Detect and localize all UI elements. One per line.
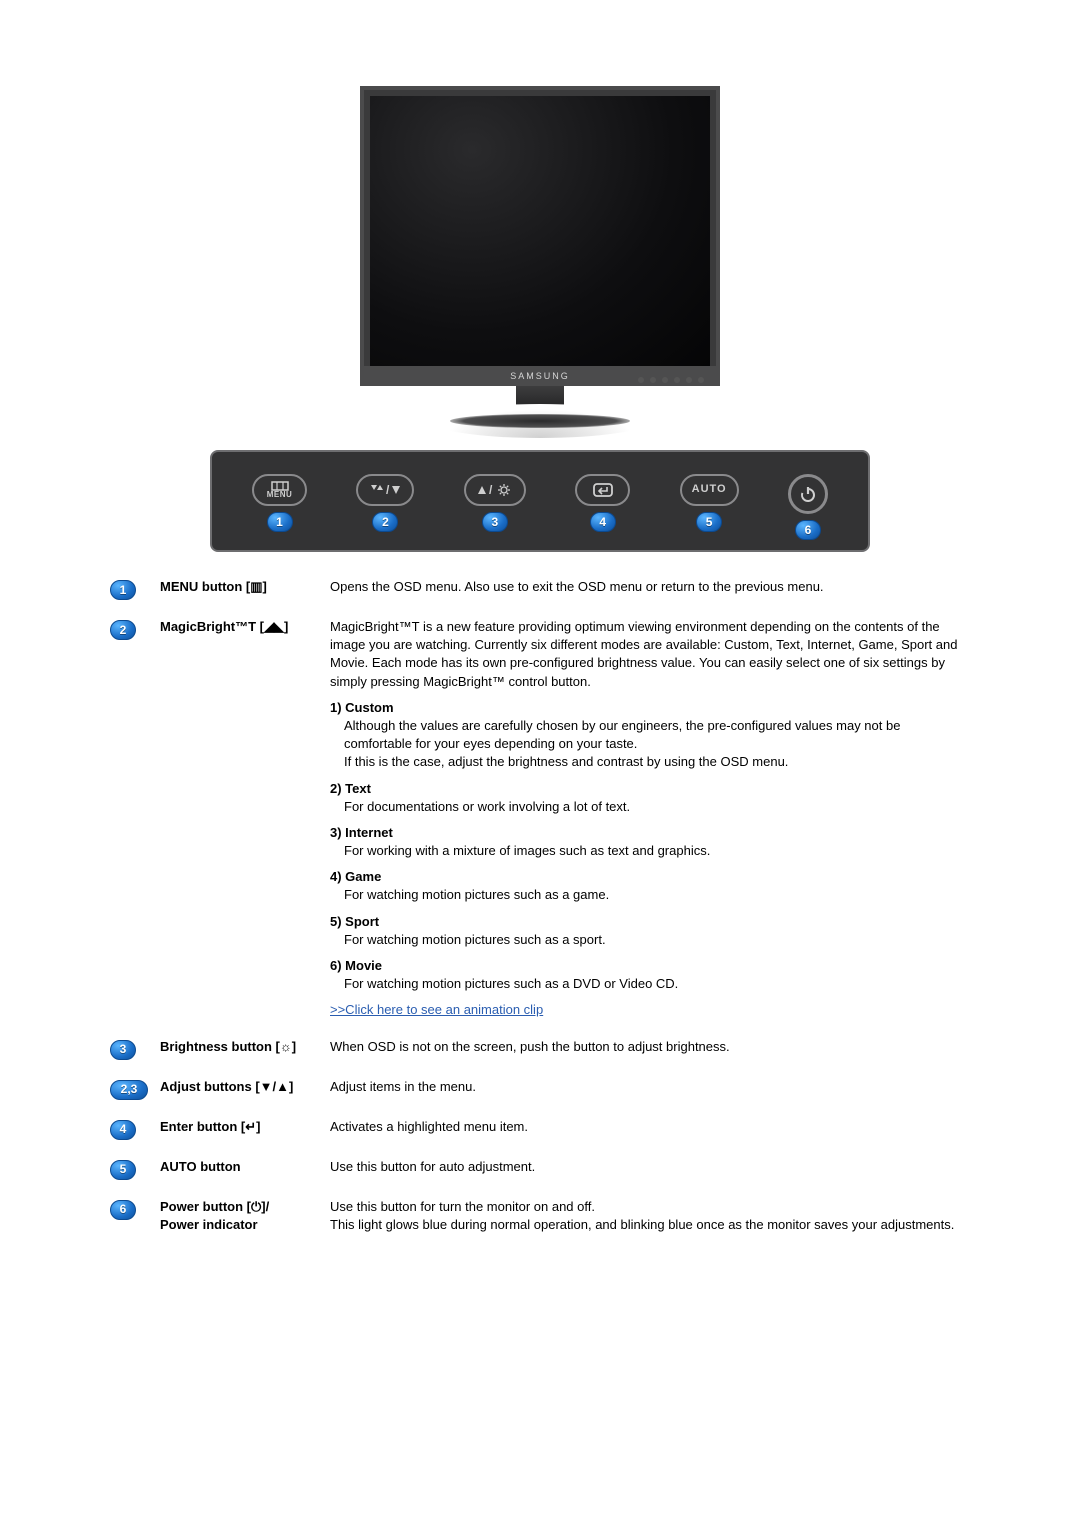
strip-button-menu: MENU 1 [252, 474, 307, 532]
menu-pill: MENU [252, 474, 307, 506]
row-name: Enter button [↵] [160, 1118, 330, 1140]
mode-desc: For watching motion pictures such as a g… [330, 886, 970, 904]
row-desc-text: Adjust items in the menu. [330, 1078, 970, 1096]
strip-badge-1: 1 [267, 512, 293, 532]
row-desc: Opens the OSD menu. Also use to exit the… [330, 578, 970, 600]
row-badge-number: 3 [110, 1040, 136, 1060]
mode-title: 1) Custom [330, 700, 394, 715]
menu-label: MENU [267, 491, 293, 499]
row-badge-number: 4 [110, 1120, 136, 1140]
magicbright-pill: / [356, 474, 414, 506]
row-badge: 1 [110, 578, 160, 600]
strip-button-magicbright: / 2 [356, 474, 414, 532]
row-badge-number: 2 [110, 620, 136, 640]
enter-pill [575, 474, 630, 506]
strip-badge-3: 3 [482, 512, 508, 532]
monitor-illustration: SAMSUNG [360, 86, 720, 438]
mode-desc: For working with a mixture of images suc… [330, 842, 970, 860]
mode-item: 5) Sport For watching motion pictures suc… [330, 913, 970, 949]
row-badge: 6 [110, 1198, 160, 1234]
row-name: Brightness button [☼] [160, 1038, 330, 1060]
row-name-line: Power button [⏻]/ [160, 1198, 318, 1216]
mode-title: 2) Text [330, 781, 371, 796]
row-name: AUTO button [160, 1158, 330, 1180]
bright-up-icon: / [476, 482, 514, 498]
enter-icon [592, 482, 614, 498]
row-desc-text: Use this button for auto adjustment. [330, 1158, 970, 1176]
strip-button-auto: AUTO 5 [680, 474, 739, 532]
row-name-line: Power indicator [160, 1217, 258, 1232]
mode-title: 5) Sport [330, 914, 379, 929]
mode-item: 3) Internet For working with a mixture of… [330, 824, 970, 860]
page: SAMSUNG [0, 0, 1080, 1294]
row-badge-number: 1 [110, 580, 136, 600]
row-badge: 3 [110, 1038, 160, 1060]
mode-desc: For watching motion pictures such as a s… [330, 931, 970, 949]
auto-label: AUTO [692, 482, 727, 497]
row-desc-text: Use this button for turn the monitor on … [330, 1198, 970, 1234]
row-badge: 2,3 [110, 1078, 160, 1100]
monitor-bezel: SAMSUNG [360, 86, 720, 386]
mode-item: 6) Movie For watching motion pictures suc… [330, 957, 970, 993]
mode-item: 4) Game For watching motion pictures such… [330, 868, 970, 904]
control-strip: MENU 1 / 2 [210, 450, 870, 552]
row-name: MagicBright™T [◢◣] [160, 618, 330, 1020]
row-badge-number: 2,3 [110, 1080, 148, 1100]
row-badge: 4 [110, 1118, 160, 1140]
row-desc: Use this button for auto adjustment. [330, 1158, 970, 1180]
strip-button-brightness: / 3 [464, 474, 526, 532]
mode-desc: For documentations or work involving a l… [330, 798, 970, 816]
row-desc: Adjust items in the menu. [330, 1078, 970, 1100]
row-desc-text: MagicBright™T is a new feature providing… [330, 618, 970, 691]
row-desc: Activates a highlighted menu item. [330, 1118, 970, 1140]
row-badge: 2 [110, 618, 160, 1020]
row-badge: 5 [110, 1158, 160, 1180]
strip-badge-6: 6 [795, 520, 821, 540]
mode-desc: Although the values are carefully chosen… [330, 717, 970, 772]
row-name: Power button [⏻]/Power indicator [160, 1198, 330, 1234]
svg-text:/: / [489, 483, 493, 497]
row-name: Adjust buttons [▼/▲] [160, 1078, 330, 1100]
power-pill [788, 474, 828, 514]
row-name: MENU button [▥] [160, 578, 330, 600]
row-badge-number: 6 [110, 1200, 136, 1220]
animation-clip-link[interactable]: >>Click here to see an animation clip [330, 1001, 543, 1019]
row-desc: When OSD is not on the screen, push the … [330, 1038, 970, 1060]
brightness-pill: / [464, 474, 526, 506]
row-badge-number: 5 [110, 1160, 136, 1180]
row-desc: MagicBright™T is a new feature providing… [330, 618, 970, 1020]
strip-badge-4: 4 [590, 512, 616, 532]
row-desc-text: When OSD is not on the screen, push the … [330, 1038, 970, 1056]
auto-pill: AUTO [680, 474, 739, 506]
strip-badge-2: 2 [372, 512, 398, 532]
monitor-figure: SAMSUNG [210, 80, 870, 552]
svg-text:/: / [386, 483, 390, 497]
mode-item: 1) Custom Although the values are careful… [330, 699, 970, 772]
mode-title: 4) Game [330, 869, 381, 884]
controls-table: 1 MENU button [▥]Opens the OSD menu. Also… [110, 578, 970, 1234]
mode-title: 6) Movie [330, 958, 382, 973]
mode-desc: For watching motion pictures such as a D… [330, 975, 970, 993]
magicbright-down-icon: / [368, 482, 402, 498]
row-desc-text: Activates a highlighted menu item. [330, 1118, 970, 1136]
strip-badge-5: 5 [696, 512, 722, 532]
modes-list: 1) Custom Although the values are careful… [330, 699, 970, 994]
strip-button-enter: 4 [575, 474, 630, 532]
monitor-wrap: SAMSUNG [210, 80, 870, 552]
monitor-screen [370, 96, 710, 366]
power-icon [798, 484, 818, 504]
row-desc: Use this button for turn the monitor on … [330, 1198, 970, 1234]
row-desc-text: Opens the OSD menu. Also use to exit the… [330, 578, 970, 596]
mode-item: 2) Text For documentations or work involv… [330, 780, 970, 816]
mode-title: 3) Internet [330, 825, 393, 840]
monitor-base [430, 404, 650, 438]
bezel-dots [638, 377, 704, 383]
strip-button-power: 6 [788, 474, 828, 540]
